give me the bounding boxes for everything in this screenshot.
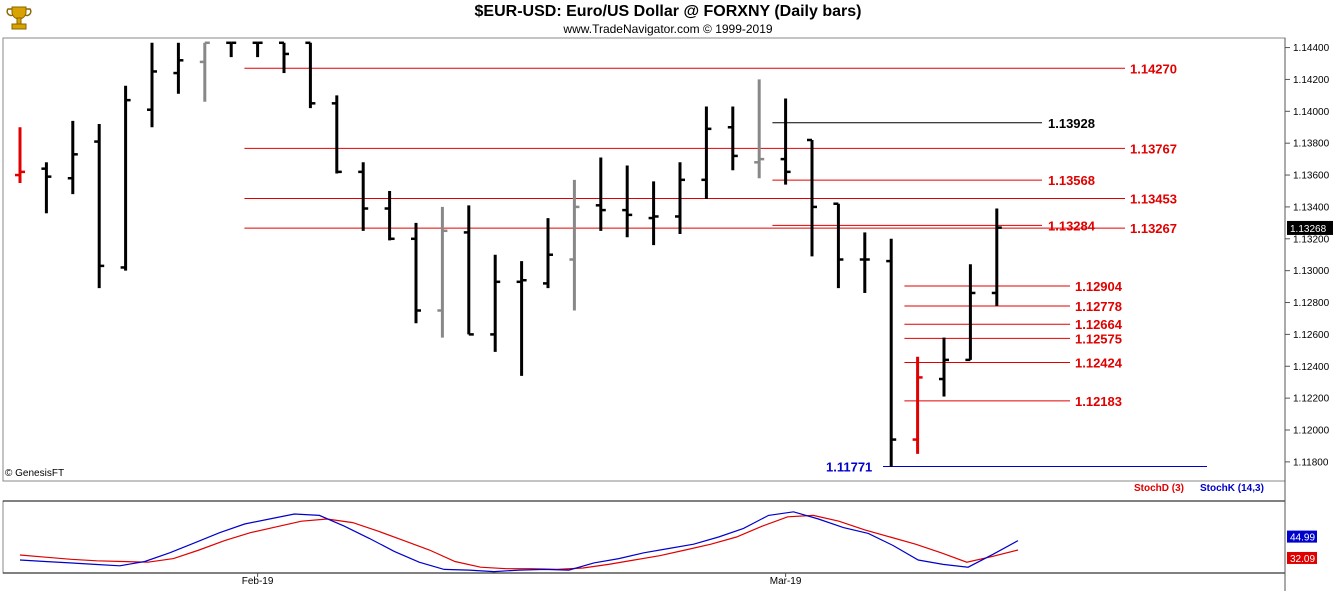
stochk-line (19, 511, 1019, 573)
data-credit: © GenesisFT (5, 468, 65, 479)
ohlc-bar (173, 42, 184, 94)
ohlc-bar (199, 41, 210, 102)
ohlc-bar (780, 98, 791, 185)
ohlc-bar (67, 120, 78, 195)
ohlc-bar (94, 124, 105, 289)
ohlc-bar (463, 205, 474, 336)
ohlc-bar (675, 162, 685, 235)
ohlc-bar (859, 232, 870, 293)
y-tick-label: 1.12400 (1293, 362, 1330, 373)
ohlc-bar (279, 41, 289, 74)
y-tick-label: 1.14200 (1293, 75, 1330, 86)
y-tick-label: 1.13000 (1293, 266, 1330, 277)
y-tick-label: 1.14000 (1293, 107, 1330, 118)
y-tick-label: 1.14400 (1293, 43, 1330, 54)
level-label: 1.13568 (1048, 173, 1095, 188)
ohlc-bar (965, 264, 976, 362)
stoch-value-box (1287, 551, 1317, 564)
level-label: 1.11771 (826, 459, 872, 474)
y-tick-label: 1.12800 (1293, 298, 1330, 309)
level-label: 1.12664 (1075, 317, 1123, 332)
ohlc-bar (226, 41, 237, 58)
y-tick-label: 1.12600 (1293, 330, 1330, 341)
stochk-legend: StochK (14,3) (1200, 483, 1264, 494)
ohlc-bar (754, 79, 765, 179)
ohlc-bar (15, 127, 25, 184)
ohlc-bar (147, 42, 157, 128)
y-tick-label: 1.13800 (1293, 139, 1330, 150)
ohlc-bar (595, 157, 606, 231)
level-label: 1.12183 (1075, 394, 1122, 409)
ohlc-bar (912, 356, 923, 454)
level-label: 1.12778 (1075, 299, 1122, 314)
level-label: 1.13453 (1130, 191, 1177, 206)
ohlc-bar (516, 261, 527, 376)
y-tick-label: 1.13600 (1293, 171, 1330, 182)
level-label: 1.13767 (1130, 141, 1177, 156)
ohlc-bar (384, 190, 395, 241)
last-price-label: 1.13268 (1290, 224, 1327, 235)
x-tick-label: Mar-19 (770, 576, 802, 587)
ohlc-bar (991, 208, 1002, 306)
stochd-legend: StochD (3) (1134, 483, 1184, 494)
x-tick-label: Feb-19 (242, 576, 274, 587)
ohlc-bar (833, 202, 844, 289)
last-price-box (1287, 220, 1333, 235)
level-label: 1.12575 (1075, 331, 1122, 346)
ohlc-bar (41, 162, 52, 214)
chart-title: $EUR-USD: Euro/US Dollar @ FORXNY (Daily… (474, 3, 862, 20)
ohlc-bar (252, 41, 263, 58)
y-tick-label: 1.11800 (1293, 457, 1329, 468)
date-axis: Feb-19 Mar-19 (242, 573, 802, 587)
price-panel-frame (2, 37, 1286, 482)
stoch-value-box (1287, 530, 1317, 543)
level-label: 1.13284 (1048, 218, 1096, 233)
y-tick-label: 1.12000 (1293, 426, 1330, 437)
stoch-value-label: 44.99 (1290, 533, 1315, 544)
ohlc-bar (939, 337, 949, 397)
ohlc-bar (411, 222, 421, 324)
ohlc-bar (305, 41, 316, 109)
ohlc-bar (490, 254, 501, 352)
ohlc-bar (622, 165, 633, 238)
ohlc-bar (886, 238, 897, 467)
ohlc-bar (701, 106, 712, 199)
level-label: 1.14270 (1130, 61, 1177, 76)
ohlc-bar (120, 85, 131, 271)
price-axis: 1.14400 1.14200 1.14000 1.13800 1.13600 1.134… (1285, 43, 1333, 468)
level-label: 1.13267 (1130, 221, 1177, 236)
ohlc-bar (331, 95, 342, 174)
ohlc-bar (358, 162, 369, 231)
stoch-value-label: 32.09 (1290, 554, 1315, 565)
gold-trophy-icon (6, 6, 32, 30)
level-label: 1.12424 (1075, 355, 1123, 370)
stochd-line (19, 514, 1019, 571)
ohlc-bar (569, 179, 580, 311)
ohlc-bar (437, 206, 448, 338)
price-bars (15, 41, 1002, 467)
y-tick-label: 1.12200 (1293, 394, 1330, 405)
ohlc-bar (807, 138, 817, 257)
level-label: 1.13928 (1048, 116, 1095, 131)
y-tick-label: 1.13200 (1293, 234, 1330, 245)
level-label: 1.12904 (1075, 279, 1123, 294)
y-tick-label: 1.13400 (1293, 202, 1330, 213)
chart-subtitle: www.TradeNavigator.com © 1999-2019 (563, 22, 773, 36)
stochastic-panel-frame (2, 500, 1286, 574)
ohlc-bar (727, 106, 738, 171)
price-levels: 1.14270 1.13928 1.13767 1.13568 1.13453 1.132… (244, 61, 1207, 474)
ohlc-bar (543, 218, 553, 289)
ohlc-bar (648, 181, 659, 246)
